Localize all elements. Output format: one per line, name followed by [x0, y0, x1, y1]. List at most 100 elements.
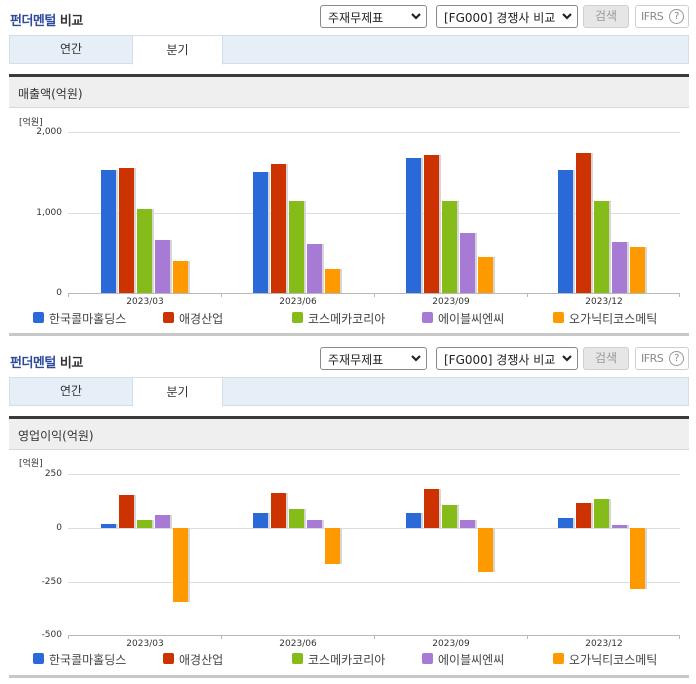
compare-group-value: [FG000] 경쟁사 비교	[444, 11, 556, 25]
title-highlight: 펀더멘털	[10, 14, 56, 29]
x-axis-tick	[527, 293, 528, 297]
legend-label: 한국콜마홀딩스	[49, 653, 127, 667]
bar[interactable]	[424, 155, 439, 293]
legend-swatch	[163, 653, 174, 664]
y-unit-label: [억원]	[19, 459, 43, 469]
period-tabs: 연간 분기	[9, 377, 689, 407]
bar[interactable]	[630, 527, 645, 589]
bar[interactable]	[307, 243, 322, 293]
x-axis-tick	[679, 293, 680, 297]
bar[interactable]	[630, 247, 645, 293]
metric-header: 매출액(억원)	[9, 74, 689, 108]
bar[interactable]	[460, 233, 475, 293]
x-axis-tick	[221, 293, 222, 297]
bar[interactable]	[173, 260, 188, 293]
ifrs-label: IFRS	[641, 10, 664, 23]
bar[interactable]	[101, 169, 116, 293]
y-tick: 2,000	[36, 127, 62, 137]
bar[interactable]	[442, 201, 457, 293]
legend-swatch	[553, 312, 564, 323]
tab-quarterly[interactable]: 분기	[132, 35, 223, 65]
gridline	[68, 213, 680, 214]
bar[interactable]	[271, 493, 286, 528]
section-divider	[9, 675, 689, 678]
bar[interactable]	[478, 256, 493, 293]
ifrs-button[interactable]: IFRS ?	[635, 347, 689, 370]
y-tick: 1,000	[36, 208, 62, 218]
chart-legend: 한국콜마홀딩스 애경산업 코스메카코리아 에이블씨엔씨 오가닉티코스메틱	[0, 310, 696, 326]
help-icon[interactable]: ?	[669, 351, 684, 366]
legend-label: 코스메카코리아	[308, 653, 386, 667]
tab-annual[interactable]: 연간	[59, 384, 83, 398]
bar[interactable]	[478, 527, 493, 573]
bar[interactable]	[155, 515, 170, 528]
ifrs-label: IFRS	[641, 352, 664, 365]
legend-label: 애경산업	[179, 653, 224, 667]
bar[interactable]	[289, 509, 304, 528]
help-icon[interactable]: ?	[669, 9, 684, 24]
compare-group-select[interactable]: [FG000] 경쟁사 비교	[436, 5, 578, 28]
x-label: 2023/09	[432, 639, 470, 649]
y-tick: -250	[41, 577, 62, 587]
period-tabs: 연간 분기	[9, 35, 689, 65]
bar[interactable]	[155, 239, 170, 293]
statement-type-select[interactable]: 주재무제표	[320, 5, 427, 28]
gridline	[68, 132, 680, 133]
x-axis-tick	[374, 293, 375, 297]
bar[interactable]	[406, 157, 421, 293]
statement-type-value: 주재무제표	[328, 11, 384, 25]
bar[interactable]	[424, 489, 439, 528]
bar[interactable]	[325, 527, 340, 564]
section-header: 펀더멘털 비교 주재무제표 [FG000] 경쟁사 비교 검색 IFRS ?	[0, 342, 696, 376]
x-axis-tick	[527, 635, 528, 639]
bar[interactable]	[558, 169, 573, 293]
bar[interactable]	[558, 518, 573, 528]
bar[interactable]	[576, 503, 591, 528]
legend-label: 코스메카코리아	[308, 312, 386, 326]
chevron-down-icon	[562, 355, 572, 362]
compare-group-value: [FG000] 경쟁사 비교	[444, 353, 556, 367]
statement-type-value: 주재무제표	[328, 353, 384, 367]
title-rest: 비교	[55, 356, 83, 371]
y-tick: 250	[44, 469, 62, 479]
bar[interactable]	[406, 513, 421, 528]
bar[interactable]	[612, 525, 627, 528]
bar[interactable]	[173, 527, 188, 603]
bar[interactable]	[119, 168, 134, 293]
bar[interactable]	[119, 495, 134, 528]
bar[interactable]	[289, 200, 304, 293]
legend-label: 에이블씨엔씨	[438, 312, 505, 326]
bar[interactable]	[101, 524, 116, 528]
bar[interactable]	[137, 208, 152, 293]
legend-label: 에이블씨엔씨	[438, 653, 505, 667]
bar[interactable]	[612, 241, 627, 293]
bar[interactable]	[460, 520, 475, 528]
ifrs-button[interactable]: IFRS ?	[635, 5, 689, 28]
legend-swatch	[163, 312, 174, 323]
chevron-down-icon	[411, 13, 421, 20]
bar[interactable]	[253, 172, 268, 293]
bar[interactable]	[576, 152, 591, 293]
bar[interactable]	[271, 164, 286, 293]
tab-quarterly[interactable]: 분기	[132, 377, 223, 407]
compare-group-select[interactable]: [FG000] 경쟁사 비교	[436, 347, 578, 370]
section-title: 펀더멘털 비교	[10, 10, 83, 29]
statement-type-select[interactable]: 주재무제표	[320, 347, 427, 370]
bar[interactable]	[307, 520, 322, 528]
bar[interactable]	[137, 520, 152, 528]
bar[interactable]	[325, 268, 340, 293]
legend-swatch	[422, 653, 433, 664]
bar[interactable]	[594, 498, 609, 528]
bar[interactable]	[253, 513, 268, 528]
x-label: 2023/06	[279, 639, 317, 649]
bar[interactable]	[594, 200, 609, 293]
search-button[interactable]: 검색	[583, 347, 629, 370]
legend-swatch	[422, 312, 433, 323]
legend-label: 오가닉티코스메틱	[569, 312, 658, 326]
x-label: 2023/12	[585, 297, 623, 307]
legend-swatch	[292, 653, 303, 664]
chevron-down-icon	[562, 13, 572, 20]
search-button[interactable]: 검색	[583, 5, 629, 28]
bar[interactable]	[442, 505, 457, 528]
tab-annual[interactable]: 연간	[59, 42, 83, 56]
